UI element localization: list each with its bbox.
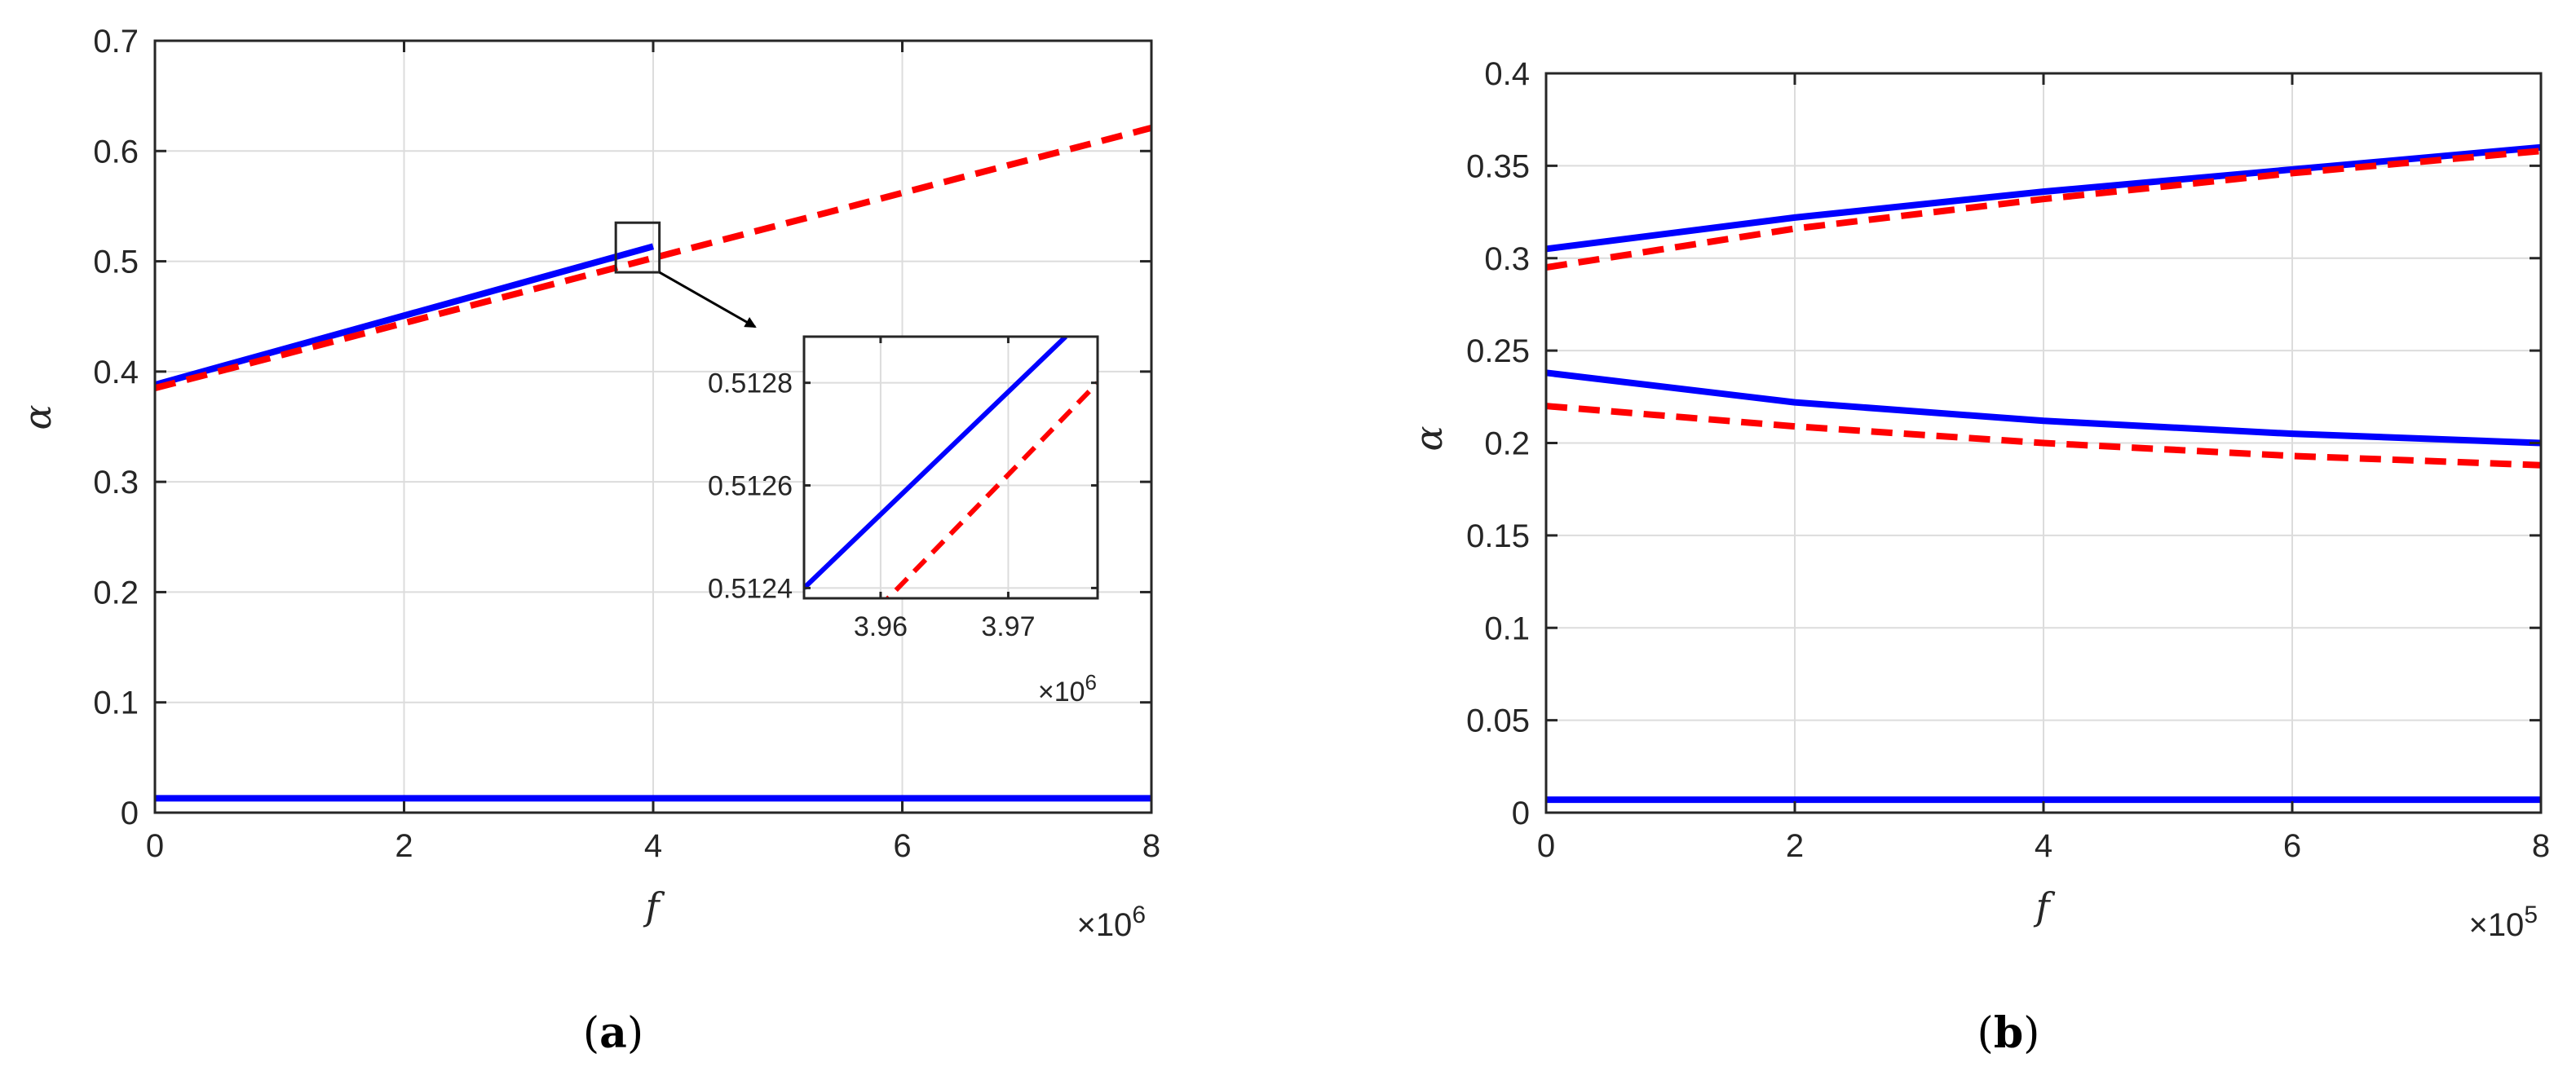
chart-b-ytick-label: 0 [1512, 796, 1530, 831]
chart-a-xtick-label: 4 [644, 828, 662, 864]
chart-b-ytick-label: 0.25 [1466, 333, 1530, 369]
chart-a-x-multiplier-exponent: 6 [1132, 901, 1146, 928]
chart-b-x-multiplier: ×105 [2468, 901, 2538, 943]
inset-ytick-label: 0.5128 [708, 368, 793, 399]
chart-b-x-multiplier-exponent: 5 [2524, 901, 2538, 928]
chart-b-ticks: 0 2 4 6 8 0 0.05 0.1 0.15 0.2 0.25 0.3 0.35 0.4 [1466, 56, 2550, 864]
chart-a-ytick-label: 0.2 [93, 575, 139, 611]
caption-b: (b) [1977, 1008, 2040, 1058]
chart-b-ytick-label: 0.35 [1466, 148, 1530, 184]
inset-ytick-label: 0.5124 [708, 573, 793, 604]
chart-a-xtick-label: 0 [146, 828, 164, 864]
chart-b-series [1546, 143, 2541, 804]
chart-b-series-1-line [1546, 143, 2541, 253]
chart-b-xtick-label: 6 [2283, 828, 2301, 864]
chart-b-xtick-label: 2 [1786, 828, 1804, 864]
chart-b-ytick-label: 0.15 [1466, 518, 1530, 554]
inset-xtick-label: 3.97 [981, 611, 1035, 642]
chart-b-series-2-line [1546, 148, 2541, 271]
chart-a-zoom-arrow [658, 271, 757, 328]
chart-a-xlabel: f [643, 884, 665, 928]
chart-a-ticks: 0 2 4 6 8 0 0.1 0.2 0.3 0.4 0.5 0.6 0.7 [93, 24, 1160, 864]
inset-ticks: 3.96 3.97 0.5124 0.5126 0.5128 [708, 337, 1098, 642]
chart-a-inset: 3.96 3.97 0.5124 0.5126 0.5128 ×106 [708, 335, 1099, 708]
chart-a-xtick-label: 2 [395, 828, 413, 864]
chart-a-ylabel: α [15, 404, 60, 430]
chart-a-series [155, 125, 1151, 802]
inset-series [804, 337, 1098, 598]
chart-a-ytick-label: 0.6 [93, 134, 139, 170]
chart-a-zoom-box [614, 221, 661, 274]
chart-b-series-4-line [1546, 403, 2541, 469]
inset-x-multiplier-exponent: 6 [1085, 670, 1097, 694]
chart-a-ytick-label: 0 [121, 796, 139, 831]
inset-x-multiplier: ×106 [1038, 670, 1097, 708]
chart-b-ytick-label: 0.05 [1466, 703, 1530, 739]
chart-a-series-1-line [155, 243, 655, 388]
chart-a-xtick-label: 8 [1142, 828, 1160, 864]
chart-b-ytick-label: 0.1 [1484, 611, 1530, 646]
chart-b-xtick-label: 8 [2532, 828, 2550, 864]
chart-b-ytick-label: 0.3 [1484, 241, 1530, 277]
chart-b-xtick-label: 0 [1537, 828, 1555, 864]
chart-a-ytick-label: 0.1 [93, 685, 139, 721]
inset-background [804, 337, 1098, 598]
chart-a-ytick-label: 0.3 [93, 465, 139, 500]
inset-xtick-label: 3.96 [854, 611, 908, 642]
inset-series-1-line [804, 337, 1067, 590]
chart-b-ytick-label: 0.4 [1484, 56, 1530, 92]
chart-b-xlabel: f [2033, 884, 2055, 928]
chart-b: 0 2 4 6 8 0 0.05 0.1 0.15 0.2 0.25 0.3 0.35 0.4 α f ×… [1407, 56, 2550, 943]
inset-series-2-line [884, 381, 1098, 598]
caption-a: (a) [583, 1008, 643, 1058]
chart-a-ytick-label: 0.5 [93, 245, 139, 280]
chart-a-xtick-label: 6 [893, 828, 911, 864]
chart-a-ytick-label: 0.7 [93, 24, 139, 60]
chart-b-ylabel: α [1407, 425, 1451, 451]
chart-b-ytick-label: 0.2 [1484, 426, 1530, 462]
chart-a-series-2-line [155, 125, 1151, 392]
inset-ytick-label: 0.5126 [708, 471, 793, 502]
chart-a: 0 2 4 6 8 0 0.1 0.2 0.3 0.4 0.5 0.6 0.7 α f ×106 3.9… [15, 24, 1160, 943]
chart-b-series-3-line [1546, 369, 2541, 447]
chart-a-x-multiplier: ×106 [1076, 901, 1146, 943]
inset-frame [802, 335, 1099, 600]
chart-b-xtick-label: 4 [2035, 828, 2052, 864]
chart-a-ytick-label: 0.4 [93, 355, 139, 390]
inset-grid [804, 337, 1098, 598]
